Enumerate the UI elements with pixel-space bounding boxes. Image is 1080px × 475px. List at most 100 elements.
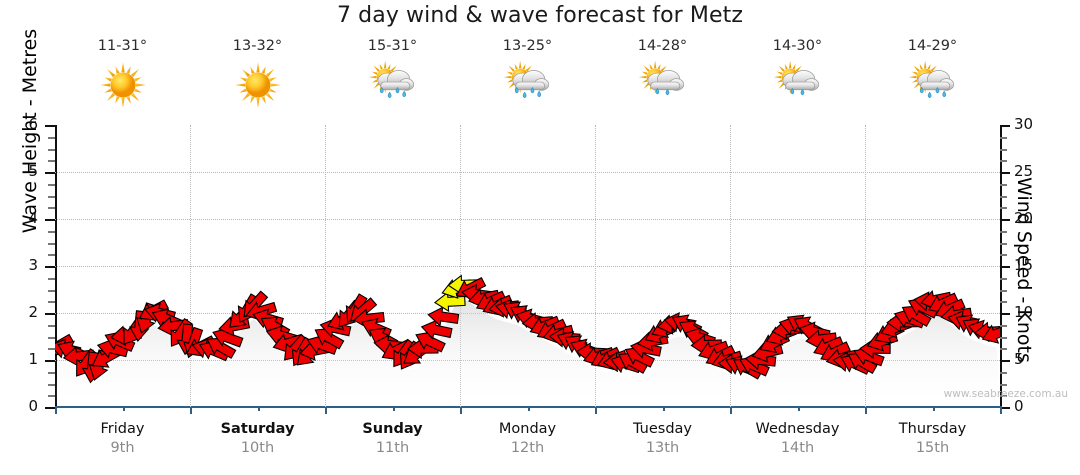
right-tick-minor bbox=[1000, 336, 1007, 339]
left-tick-major-0 bbox=[45, 407, 55, 409]
left-tick-label-4: 4 bbox=[28, 209, 38, 227]
temperature-range: 14-29° bbox=[907, 38, 958, 54]
right-tick-minor bbox=[1000, 395, 1007, 398]
day-header-friday: 11-31° bbox=[55, 38, 190, 126]
day-name: Tuesday bbox=[633, 421, 692, 437]
bottom-tick-mid-0 bbox=[122, 406, 125, 411]
day-date: 14th bbox=[780, 440, 815, 456]
left-tick-minor bbox=[48, 371, 55, 374]
watermark: www.seabreeze.com.au bbox=[943, 388, 1068, 400]
left-tick-minor bbox=[48, 348, 55, 351]
left-tick-minor bbox=[48, 195, 55, 198]
bottom-tick-mid-2 bbox=[392, 406, 395, 411]
gridline-v-day-1 bbox=[190, 125, 191, 407]
wind-arrow bbox=[415, 331, 446, 353]
day-footer-friday: Friday 9th bbox=[55, 420, 190, 458]
gridline-h-5 bbox=[55, 172, 1000, 173]
left-tick-label-2: 2 bbox=[28, 303, 38, 321]
right-tick-minor bbox=[1000, 371, 1007, 374]
bottom-tick-mid-1 bbox=[257, 406, 260, 411]
right-tick-minor bbox=[1000, 289, 1007, 292]
right-tick-minor bbox=[1000, 242, 1007, 245]
left-tick-label-5: 5 bbox=[28, 162, 38, 180]
wind-track-shadow bbox=[55, 298, 1000, 407]
right-tick-label-5: 5 bbox=[1014, 350, 1024, 368]
left-tick-minor bbox=[48, 383, 55, 386]
temperature-range: 15-31° bbox=[367, 38, 418, 54]
day-name: Friday bbox=[100, 421, 145, 437]
wind-arrow-series bbox=[55, 274, 1000, 407]
temperature-range: 13-32° bbox=[232, 38, 283, 54]
right-tick-label-15: 15 bbox=[1014, 256, 1034, 274]
day-name: Sunday bbox=[362, 421, 423, 437]
gridline-h-3 bbox=[55, 266, 1000, 267]
sun-cloud-drizzle-icon bbox=[595, 58, 730, 112]
day-header-tuesday: 14-28° bbox=[595, 38, 730, 126]
left-tick-label-1: 1 bbox=[28, 350, 38, 368]
bottom-tick-4 bbox=[595, 406, 597, 414]
temperature-range: 11-31° bbox=[97, 38, 148, 54]
left-tick-major-3 bbox=[45, 266, 55, 268]
right-tick-minor bbox=[1000, 195, 1007, 198]
left-tick-minor bbox=[48, 242, 55, 245]
left-tick-minor bbox=[48, 183, 55, 186]
right-tick-major-0 bbox=[1000, 407, 1010, 409]
sun-cloud-rain-icon bbox=[460, 58, 595, 112]
right-tick-minor bbox=[1000, 207, 1007, 210]
left-tick-label-6: 6 bbox=[28, 115, 38, 133]
day-footer-monday: Monday 12th bbox=[460, 420, 595, 458]
day-name: Wednesday bbox=[755, 421, 840, 437]
bottom-tick-6 bbox=[865, 406, 867, 414]
right-tick-minor bbox=[1000, 301, 1007, 304]
right-tick-minor bbox=[1000, 230, 1007, 233]
day-name: Saturday bbox=[220, 421, 295, 437]
right-tick-minor bbox=[1000, 383, 1007, 386]
gridline-v-day-5 bbox=[730, 125, 731, 407]
bottom-tick-1 bbox=[190, 406, 192, 414]
left-tick-minor bbox=[48, 207, 55, 210]
right-tick-minor bbox=[1000, 136, 1007, 139]
left-tick-major-1 bbox=[45, 360, 55, 362]
left-tick-minor bbox=[48, 136, 55, 139]
day-date: 10th bbox=[240, 440, 275, 456]
right-tick-label-30: 30 bbox=[1014, 115, 1034, 133]
day-header-thursday: 14-29° bbox=[865, 38, 1000, 126]
bottom-tick-mid-6 bbox=[932, 406, 935, 411]
left-tick-minor bbox=[48, 301, 55, 304]
right-tick-major-10 bbox=[1000, 313, 1010, 315]
left-tick-minor bbox=[48, 160, 55, 163]
right-tick-major-20 bbox=[1000, 219, 1010, 221]
bottom-tick-mid-5 bbox=[797, 406, 800, 411]
sun-cloud-rain-icon bbox=[865, 58, 1000, 112]
right-tick-minor bbox=[1000, 254, 1007, 257]
bottom-tick-2 bbox=[325, 406, 327, 414]
left-tick-minor bbox=[48, 254, 55, 257]
right-tick-label-20: 20 bbox=[1014, 209, 1034, 227]
left-tick-major-4 bbox=[45, 219, 55, 221]
bottom-tick-5 bbox=[730, 406, 732, 414]
gridline-v-day-6 bbox=[865, 125, 866, 407]
right-tick-label-0: 0 bbox=[1014, 397, 1024, 415]
bottom-tick-7 bbox=[1000, 406, 1002, 414]
page-title: 7 day wind & wave forecast for Metz bbox=[336, 3, 744, 28]
right-tick-major-25 bbox=[1000, 172, 1010, 174]
day-footer-wednesday: Wednesday 14th bbox=[730, 420, 865, 458]
right-tick-major-5 bbox=[1000, 360, 1010, 362]
left-tick-minor bbox=[48, 336, 55, 339]
left-tick-major-2 bbox=[45, 313, 55, 315]
right-tick-minor bbox=[1000, 348, 1007, 351]
left-tick-minor bbox=[48, 148, 55, 151]
gridline-v-day-2 bbox=[325, 125, 326, 407]
day-header-monday: 13-25° bbox=[460, 38, 595, 126]
left-axis-title: Wave Height - Metres bbox=[19, 28, 41, 234]
day-name: Monday bbox=[498, 421, 557, 437]
left-tick-minor bbox=[48, 395, 55, 398]
right-tick-minor bbox=[1000, 183, 1007, 186]
wind-arrow bbox=[314, 327, 345, 350]
gridline-v-day-4 bbox=[595, 125, 596, 407]
day-date: 12th bbox=[510, 440, 545, 456]
temperature-range: 14-30° bbox=[772, 38, 823, 54]
day-footer-sunday: Sunday 11th bbox=[325, 420, 460, 458]
chart-plot-area bbox=[55, 125, 1000, 407]
bottom-tick-0 bbox=[55, 406, 57, 414]
